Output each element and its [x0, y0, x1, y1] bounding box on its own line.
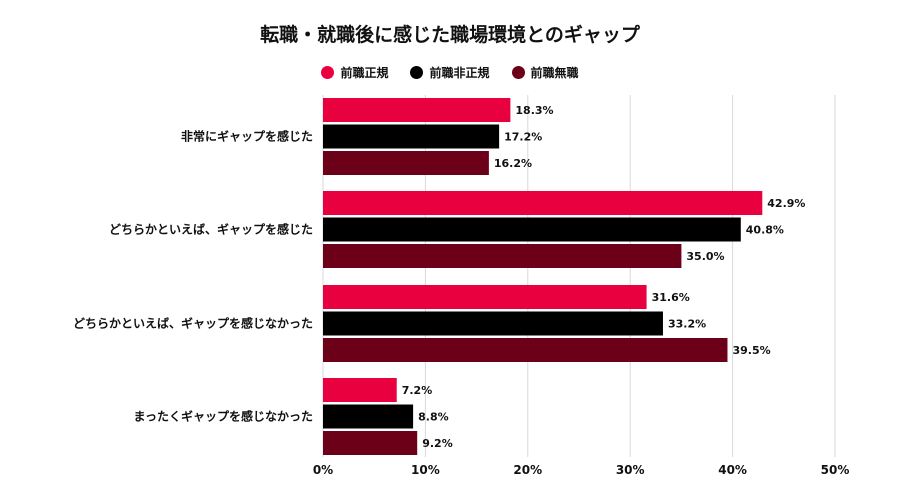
data-label-cat0-series1: 17.2% — [504, 131, 542, 144]
data-label-cat2-series0: 31.6% — [652, 291, 690, 304]
bar-cat0-series1 — [323, 124, 500, 149]
chart-title: 転職・就職後に感じた職場環境とのギャップ — [260, 24, 640, 46]
data-label-cat1-series0: 42.9% — [767, 197, 805, 210]
bar-cat3-series1 — [323, 404, 414, 429]
legend-item-series-2: 前職無職 — [511, 64, 579, 81]
legend-label-0: 前職正規 — [340, 66, 389, 80]
x-tick-label-2: 20% — [513, 463, 542, 477]
legend: 前職正規 前職非正規 前職無職 — [0, 64, 900, 81]
bar-cat2-series0 — [323, 285, 647, 309]
data-label-cat1-series1: 40.8% — [746, 224, 784, 237]
legend-label-1: 前職非正規 — [429, 66, 490, 80]
legend-swatch-2 — [511, 66, 525, 79]
bar-cat3-series2 — [323, 431, 418, 455]
bar-cat1-series0 — [323, 191, 763, 215]
data-label-cat2-series1: 33.2% — [668, 318, 706, 331]
data-label-cat1-series2: 35.0% — [686, 250, 724, 263]
legend-swatch-1 — [410, 66, 424, 79]
bar-cat0-series2 — [323, 151, 489, 175]
x-tick-label-5: 50% — [821, 463, 850, 477]
bar-cat1-series1 — [323, 217, 741, 242]
legend-item-series-1: 前職非正規 — [410, 64, 490, 81]
legend-label-2: 前職無職 — [530, 66, 579, 80]
category-label-2: どちらかといえば、ギャップを感じなかった — [73, 316, 313, 331]
category-label-0: 非常にギャップを感じた — [181, 129, 313, 144]
bar-cat2-series2 — [323, 338, 728, 362]
bar-cat3-series0 — [323, 378, 397, 402]
data-label-cat3-series1: 8.8% — [418, 411, 449, 424]
bar-cat0-series0 — [323, 98, 511, 122]
x-tick-label-0: 0% — [313, 463, 333, 477]
category-label-3: まったくギャップを感じなかった — [133, 409, 313, 424]
data-label-cat0-series0: 18.3% — [515, 104, 553, 117]
legend-swatch-0 — [321, 66, 335, 79]
x-tick-label-1: 10% — [411, 463, 440, 477]
x-tick-label-4: 40% — [718, 463, 747, 477]
data-label-cat3-series0: 7.2% — [402, 384, 433, 397]
data-label-cat0-series2: 16.2% — [494, 157, 532, 170]
data-label-cat3-series2: 9.2% — [422, 437, 453, 450]
data-label-cat2-series2: 39.5% — [732, 344, 770, 357]
x-tick-label-3: 30% — [616, 463, 645, 477]
legend-item-series-0: 前職正規 — [321, 64, 388, 81]
category-label-1: どちらかといえば、ギャップを感じた — [109, 222, 313, 237]
bar-cat1-series2 — [323, 244, 682, 268]
bar-cat2-series1 — [323, 311, 663, 336]
